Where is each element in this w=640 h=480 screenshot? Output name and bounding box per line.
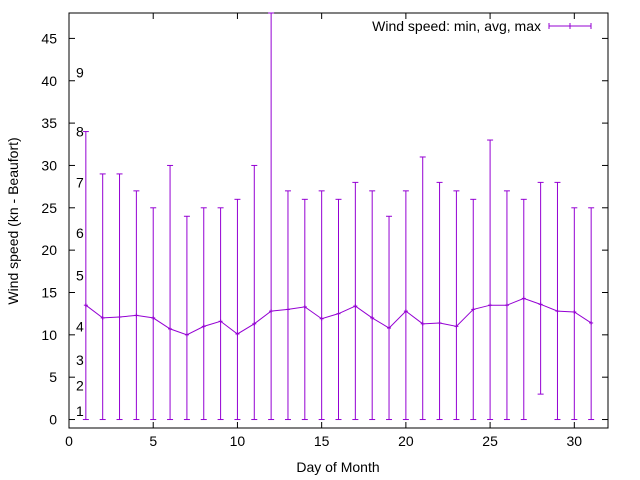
y-tick-label: 0 <box>49 412 57 428</box>
beaufort-label: 5 <box>76 268 84 284</box>
beaufort-label: 2 <box>76 378 84 394</box>
x-tick-label: 15 <box>314 433 330 449</box>
y-tick-label: 40 <box>41 73 57 89</box>
y-tick-label: 5 <box>49 369 57 385</box>
x-tick-label: 20 <box>398 433 414 449</box>
beaufort-label: 4 <box>76 318 84 334</box>
beaufort-label: 6 <box>76 225 84 241</box>
x-tick-label: 10 <box>230 433 246 449</box>
beaufort-label: 7 <box>76 174 84 190</box>
x-axis: 0 5 10 15 20 25 30 <box>65 13 582 449</box>
beaufort-scale: 1 2 3 4 5 6 7 8 9 <box>76 64 84 419</box>
legend: Wind speed: min, avg, max <box>372 18 592 34</box>
y-tick-label: 15 <box>41 284 57 300</box>
x-tick-label: 30 <box>567 433 583 449</box>
y-tick-label: 25 <box>41 200 57 216</box>
y-tick-label: 10 <box>41 327 57 343</box>
y-tick-label: 35 <box>41 115 57 131</box>
plot-frame <box>68 12 609 429</box>
series-layer <box>82 12 595 421</box>
y-tick-label: 45 <box>41 30 57 46</box>
beaufort-label: 1 <box>76 403 84 419</box>
beaufort-label: 9 <box>76 64 84 80</box>
beaufort-label: 3 <box>76 352 84 368</box>
beaufort-label: 8 <box>76 124 84 140</box>
x-axis-label: Day of Month <box>296 459 379 475</box>
legend-label: Wind speed: min, avg, max <box>372 18 541 34</box>
x-tick-label: 0 <box>65 433 73 449</box>
y-axis-label: Wind speed (kn - Beaufort) <box>5 137 21 304</box>
x-tick-label: 5 <box>149 433 157 449</box>
legend-sample <box>548 23 592 29</box>
x-tick-label: 25 <box>482 433 498 449</box>
y-tick-label: 20 <box>41 242 57 258</box>
y-tick-label: 30 <box>41 157 57 173</box>
